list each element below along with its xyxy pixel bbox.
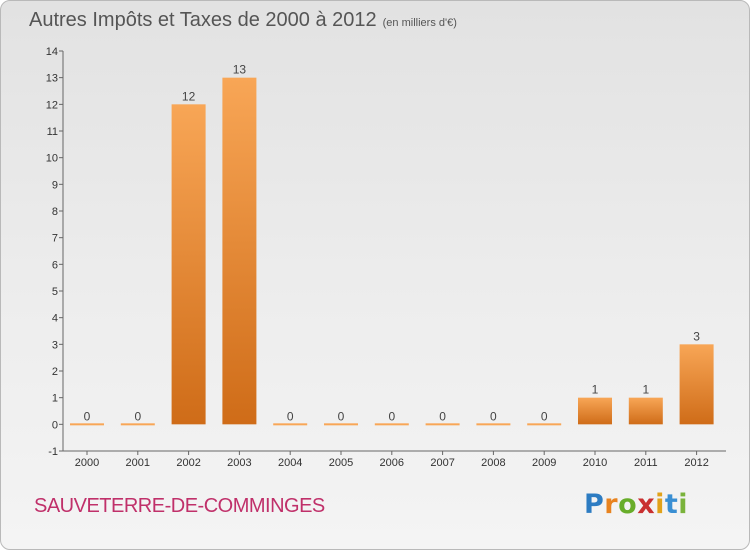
commune-name: SAUVETERRE-DE-COMMINGES: [34, 495, 325, 517]
bar: [70, 423, 104, 426]
y-tick-label: 12: [46, 99, 58, 111]
data-label: 0: [490, 409, 497, 423]
y-tick-label: 7: [52, 233, 58, 245]
y-tick-label: 10: [46, 153, 58, 165]
y-tick-label: 13: [46, 73, 58, 85]
y-tick-label: 6: [52, 259, 58, 271]
data-label: 0: [84, 409, 91, 423]
x-tick-label: 2000: [75, 457, 99, 469]
x-tick-label: 2004: [278, 457, 302, 469]
data-label: 0: [287, 409, 294, 423]
bar: [273, 423, 308, 426]
data-label: 12: [182, 89, 196, 103]
data-label: 3: [693, 329, 700, 343]
data-label: 1: [592, 383, 599, 397]
x-tick-label: 2002: [176, 457, 200, 469]
chart-title-text: Autres Impôts et Taxes de 2000 à 2012: [29, 9, 377, 31]
bar: [527, 423, 562, 426]
bar: [374, 423, 409, 426]
chart-title: Autres Impôts et Taxes de 2000 à 2012 (en…: [29, 9, 457, 32]
bar: [171, 104, 206, 425]
y-tick-label: 3: [52, 339, 58, 351]
x-tick-label: 2003: [227, 457, 251, 469]
data-label: 0: [338, 409, 345, 423]
bar: [324, 423, 358, 426]
bar: [222, 77, 257, 425]
x-tick-label: 2007: [430, 457, 454, 469]
bar: [120, 423, 155, 426]
y-tick-label: -1: [48, 446, 58, 458]
data-label: 0: [134, 409, 141, 423]
x-tick-label: 2005: [329, 457, 353, 469]
x-tick-label: 2009: [532, 457, 556, 469]
x-tick-label: 2001: [126, 457, 150, 469]
data-label: 0: [388, 409, 395, 423]
x-tick-label: 2011: [634, 457, 658, 469]
y-tick-label: 4: [52, 313, 58, 325]
y-tick-label: 8: [52, 206, 58, 218]
bar: [476, 423, 511, 426]
y-tick-label: 1: [52, 393, 58, 405]
x-tick-label: 2012: [684, 457, 708, 469]
x-tick-label: 2010: [583, 457, 607, 469]
data-label: 0: [541, 409, 548, 423]
bar: [628, 397, 663, 425]
y-tick-label: 2: [52, 366, 58, 378]
x-tick-label: 2006: [380, 457, 404, 469]
data-label: 13: [233, 63, 247, 77]
proxiti-logo: Proxiti: [584, 489, 689, 520]
y-tick-label: 11: [47, 126, 58, 138]
y-tick-label: 9: [52, 179, 58, 191]
y-tick-label: 0: [52, 419, 58, 431]
data-label: 0: [439, 409, 446, 423]
y-tick-label: 14: [46, 46, 58, 58]
x-tick-label: 2008: [481, 457, 505, 469]
y-tick-label: 5: [52, 286, 58, 298]
bar: [578, 397, 612, 425]
data-label: 1: [642, 383, 649, 397]
chart-unit: (en milliers d'€): [382, 17, 457, 29]
bar: [425, 423, 460, 426]
bar: [679, 344, 714, 425]
